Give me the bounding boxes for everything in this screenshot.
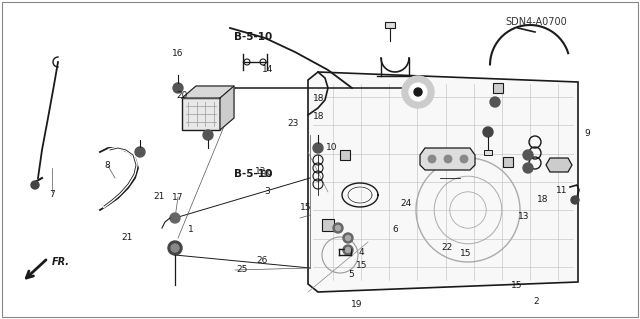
Text: 1: 1 [188,225,193,234]
Bar [340,150,350,160]
Circle shape [523,163,533,173]
Circle shape [414,88,422,96]
Text: 21: 21 [121,233,132,242]
Text: 15: 15 [511,281,523,290]
Bar [503,157,513,167]
Circle shape [346,235,351,241]
Text: 5: 5 [348,271,353,279]
Bar [182,98,220,130]
Circle shape [343,245,353,255]
Polygon shape [182,86,234,98]
Text: 15: 15 [356,261,367,270]
Circle shape [171,244,179,252]
Text: B-5-10: B-5-10 [234,169,272,179]
Circle shape [173,83,183,93]
Text: SDN4-A0700: SDN4-A0700 [506,17,567,27]
Circle shape [402,76,434,108]
Text: 13: 13 [518,212,529,221]
Bar [484,150,492,155]
Text: 20: 20 [177,91,188,100]
Text: 23: 23 [287,119,299,128]
Text: 22: 22 [441,243,452,252]
Text: 7: 7 [50,190,55,199]
Circle shape [135,147,145,157]
Circle shape [335,226,340,231]
Text: FR.: FR. [52,257,70,267]
Text: 19: 19 [351,300,363,309]
Circle shape [460,155,468,163]
Bar [322,219,334,231]
Text: 15: 15 [300,203,312,212]
Text: 11: 11 [556,186,568,195]
Text: 15: 15 [460,249,472,258]
Circle shape [168,241,182,255]
Text: 8: 8 [105,161,110,170]
Text: 21: 21 [153,192,164,201]
Circle shape [571,196,579,204]
Text: 10: 10 [326,143,337,152]
Text: 14: 14 [262,65,273,74]
Text: 12: 12 [255,167,267,176]
Text: 2: 2 [534,297,539,306]
Circle shape [490,97,500,107]
Text: 6: 6 [392,225,397,234]
Text: 4: 4 [359,248,364,256]
Text: B-5-10: B-5-10 [234,32,272,42]
Bar [385,22,395,28]
Polygon shape [420,148,475,170]
Circle shape [444,155,452,163]
Circle shape [523,150,533,160]
Text: 16: 16 [172,49,184,58]
Polygon shape [546,158,572,172]
Polygon shape [220,86,234,130]
Text: 18: 18 [537,195,548,204]
Text: 18: 18 [313,112,324,121]
Text: 17: 17 [172,193,184,202]
Circle shape [333,223,343,233]
Text: 3: 3 [265,187,270,196]
Circle shape [31,181,39,189]
Text: 9: 9 [585,129,590,138]
Text: 19: 19 [262,170,273,179]
Polygon shape [308,72,578,292]
Circle shape [343,233,353,243]
Circle shape [170,213,180,223]
Circle shape [483,127,493,137]
Text: 24: 24 [401,199,412,208]
Text: 18: 18 [313,94,324,103]
Circle shape [203,130,213,140]
Bar [493,83,503,93]
Circle shape [428,155,436,163]
Circle shape [409,83,427,101]
Circle shape [313,143,323,153]
Circle shape [346,248,351,253]
Text: 25: 25 [236,265,248,274]
Text: 26: 26 [257,256,268,265]
